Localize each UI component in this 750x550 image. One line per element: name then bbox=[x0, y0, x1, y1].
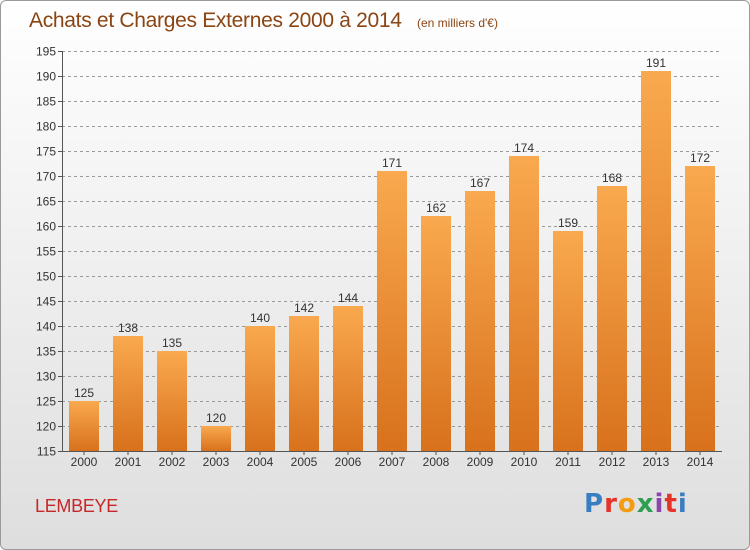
chart-unit: (en milliers d'€) bbox=[417, 16, 498, 30]
logo-letter: P bbox=[584, 489, 605, 519]
y-tick-label: 125 bbox=[36, 395, 56, 409]
bars bbox=[69, 71, 715, 451]
logo-letter: t bbox=[664, 489, 678, 519]
value-label: 159 bbox=[558, 216, 578, 230]
x-tick-label: 2012 bbox=[599, 455, 626, 469]
y-tick-label: 175 bbox=[36, 145, 56, 159]
bar bbox=[69, 401, 99, 451]
x-tick-label: 2014 bbox=[687, 455, 714, 469]
y-tick-label: 180 bbox=[36, 120, 56, 134]
value-label: 191 bbox=[646, 56, 666, 70]
commune-name: LEMBEYE bbox=[35, 496, 118, 516]
y-tick-label: 170 bbox=[36, 170, 56, 184]
proxiti-logo: Proxiti bbox=[584, 489, 688, 519]
bar bbox=[157, 351, 187, 451]
y-tick-label: 195 bbox=[36, 45, 56, 59]
x-tick-label: 2001 bbox=[115, 455, 142, 469]
x-tick-label: 2004 bbox=[247, 455, 274, 469]
value-label: 174 bbox=[514, 141, 534, 155]
labels: 125 138 135 120 140 142 144 171 162 167 174 159 168 1… bbox=[74, 56, 710, 425]
bar bbox=[465, 191, 495, 451]
bar bbox=[509, 156, 539, 451]
y-tick-label: 155 bbox=[36, 245, 56, 259]
value-label: 162 bbox=[426, 201, 446, 215]
bar bbox=[201, 426, 231, 451]
logo-letter: o bbox=[617, 489, 637, 519]
value-label: 172 bbox=[690, 151, 710, 165]
value-label: 138 bbox=[118, 321, 138, 335]
x-tick-label: 2003 bbox=[203, 455, 230, 469]
value-label: 168 bbox=[602, 171, 622, 185]
x-tick-label: 2010 bbox=[511, 455, 538, 469]
bar bbox=[113, 336, 143, 451]
x-tick-label: 2000 bbox=[71, 455, 98, 469]
bar bbox=[597, 186, 627, 451]
value-label: 144 bbox=[338, 291, 358, 305]
y-tick-label: 120 bbox=[36, 420, 56, 434]
logo-letter: i bbox=[654, 489, 665, 519]
y-tick-label: 160 bbox=[36, 220, 56, 234]
chart-title: Achats et Charges Externes 2000 à 2014 bbox=[29, 9, 402, 32]
y-tick-label: 140 bbox=[36, 320, 56, 334]
y-tick-label: 135 bbox=[36, 345, 56, 359]
value-label: 171 bbox=[382, 156, 402, 170]
y-tick-label: 185 bbox=[36, 95, 56, 109]
x-tick-label: 2005 bbox=[291, 455, 318, 469]
logo-letter: x bbox=[636, 489, 655, 519]
value-label: 120 bbox=[206, 411, 226, 425]
bar bbox=[333, 306, 363, 451]
x-tick-label: 2008 bbox=[423, 455, 450, 469]
bar bbox=[245, 326, 275, 451]
bar bbox=[421, 216, 451, 451]
axes: 115 120 125 130 135 140 145 150 155 160 165 170 175 1… bbox=[36, 45, 722, 469]
value-label: 125 bbox=[74, 386, 94, 400]
value-label: 142 bbox=[294, 301, 314, 315]
y-tick-label: 130 bbox=[36, 370, 56, 384]
x-tick-label: 2011 bbox=[555, 455, 581, 469]
logo-letter: r bbox=[604, 489, 618, 519]
x-tick-label: 2007 bbox=[379, 455, 406, 469]
bar bbox=[553, 231, 583, 451]
x-tick-label: 2013 bbox=[643, 455, 670, 469]
value-label: 167 bbox=[470, 176, 490, 190]
x-tick-label: 2009 bbox=[467, 455, 494, 469]
y-tick-label: 190 bbox=[36, 70, 56, 84]
x-tick-label: 2006 bbox=[335, 455, 362, 469]
y-tick-label: 115 bbox=[37, 445, 56, 459]
y-tick-label: 165 bbox=[36, 195, 56, 209]
bar bbox=[641, 71, 671, 451]
value-label: 140 bbox=[250, 311, 270, 325]
bar bbox=[685, 166, 715, 451]
x-tick-label: 2002 bbox=[159, 455, 186, 469]
bar bbox=[377, 171, 407, 451]
y-tick-label: 150 bbox=[36, 270, 56, 284]
value-label: 135 bbox=[162, 336, 182, 350]
logo-letter: i bbox=[677, 489, 688, 519]
y-tick-label: 145 bbox=[36, 295, 56, 309]
bar bbox=[289, 316, 319, 451]
